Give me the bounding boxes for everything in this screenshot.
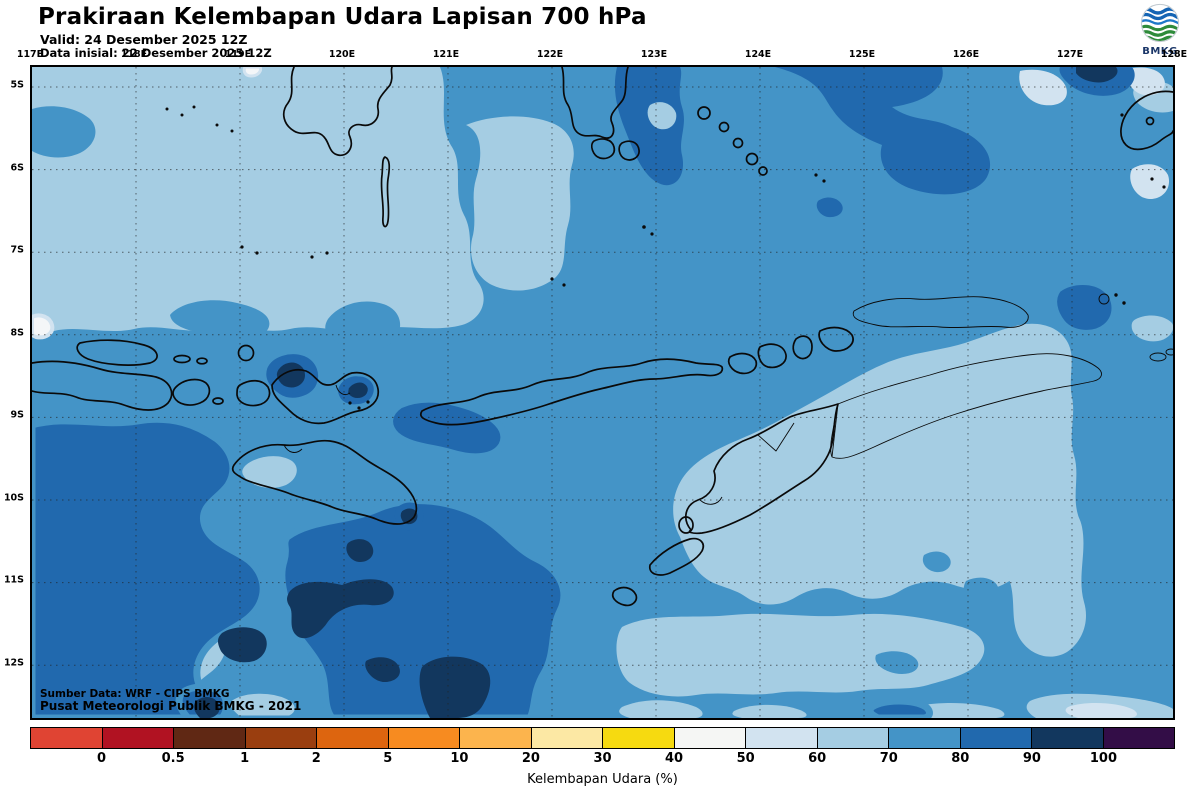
latitude-tick-label: 9S	[10, 409, 24, 421]
latitude-tick-label: 11S	[3, 574, 24, 586]
valid-time-label: Valid: 24 Desember 2025 12Z	[40, 32, 248, 47]
colorbar-segment	[531, 728, 603, 748]
colorbar-segment	[245, 728, 317, 748]
colorbar-tick-label: 70	[879, 751, 898, 766]
data-source-label: Sumber Data: WRF - CIPS BMKG	[40, 688, 230, 701]
colorbar-tick-label: 80	[951, 751, 970, 766]
humidity-colorbar	[30, 727, 1175, 749]
longitude-axis: 117E 118E 119E 120E 121E 122E 123E 124E 125E 126E…	[17, 49, 1187, 61]
graticule-grid	[32, 67, 1173, 718]
colorbar-tick-label: 60	[808, 751, 827, 766]
latitude-axis: 5S 6S 7S 8S 9S 10S 11S 12S	[0, 80, 26, 669]
colorbar-segment	[817, 728, 889, 748]
colorbar-caption: Kelembapan Udara (%)	[527, 772, 678, 787]
longitude-tick-label: 120E	[328, 49, 356, 60]
colorbar-tick-label: 30	[593, 751, 612, 766]
longitude-tick-label: 118E	[120, 49, 148, 60]
latitude-tick-label: 8S	[10, 327, 24, 339]
colorbar-tick-label: 20	[521, 751, 540, 766]
latitude-tick-label: 6S	[10, 162, 24, 174]
longitude-tick-label: 126E	[952, 49, 980, 60]
page-title: Prakiraan Kelembapan Udara Lapisan 700 h…	[38, 4, 647, 30]
colorbar-segment	[388, 728, 460, 748]
colorbar-segment	[31, 728, 103, 748]
initial-data-label: Data inisial: 22 Desember 2025 12Z	[40, 46, 272, 60]
humidity-map-canvas	[32, 67, 1173, 718]
colorbar-segment	[1032, 728, 1104, 748]
humidity-map: Sumber Data: WRF - CIPS BMKG Pusat Meteo…	[30, 65, 1175, 720]
colorbar-tick-label: 5	[383, 751, 393, 766]
latitude-tick-label: 12S	[3, 657, 24, 669]
colorbar-segment	[746, 728, 818, 748]
colorbar-tick-label: 50	[736, 751, 755, 766]
colorbar-tick-labels: 0 0.5 1 2 5 10 20 30 40 50 60 70 80 90 100	[30, 751, 1175, 767]
colorbar-segment	[174, 728, 246, 748]
bmkg-logo: BMKG	[1138, 2, 1182, 57]
longitude-tick-label: 124E	[744, 49, 772, 60]
latitude-tick-label: 7S	[10, 244, 24, 256]
colorbar-segment	[460, 728, 532, 748]
colorbar-tick-label: 0	[97, 751, 107, 766]
colorbar-segment	[603, 728, 675, 748]
longitude-tick-label: 123E	[640, 49, 668, 60]
colorbar-tick-label: 10	[450, 751, 469, 766]
longitude-tick-label: 122E	[536, 49, 564, 60]
bmkg-logo-icon	[1140, 3, 1180, 43]
colorbar-segment	[1103, 728, 1174, 748]
colorbar-segment	[674, 728, 746, 748]
colorbar-segment	[889, 728, 961, 748]
longitude-tick-label: 117E	[16, 49, 44, 60]
contour-fills	[32, 67, 1173, 718]
colorbar-tick-label: 2	[311, 751, 321, 766]
colorbar-tick-label: 40	[665, 751, 684, 766]
colorbar-segment	[317, 728, 389, 748]
longitude-tick-label: 119E	[224, 49, 252, 60]
longitude-tick-label: 121E	[432, 49, 460, 60]
colorbar-tick-label: 90	[1022, 751, 1041, 766]
publisher-label: Pusat Meteorologi Publik BMKG - 2021	[40, 699, 302, 714]
colorbar-tick-label: 1	[240, 751, 250, 766]
colorbar-tick-label: 0.5	[161, 751, 185, 766]
longitude-tick-label: 128E	[1160, 49, 1188, 60]
longitude-tick-label: 125E	[848, 49, 876, 60]
latitude-tick-label: 10S	[3, 492, 24, 504]
colorbar-tick-label: 100	[1089, 751, 1118, 766]
bmkg-logo-label: BMKG	[1142, 46, 1178, 57]
colorbar-segment	[102, 728, 174, 748]
longitude-tick-label: 127E	[1056, 49, 1084, 60]
colorbar-segment	[960, 728, 1032, 748]
latitude-tick-label: 5S	[10, 79, 24, 91]
map-credits: Sumber Data: WRF - CIPS BMKG Pusat Meteo…	[40, 688, 301, 714]
coastlines	[32, 67, 1173, 607]
